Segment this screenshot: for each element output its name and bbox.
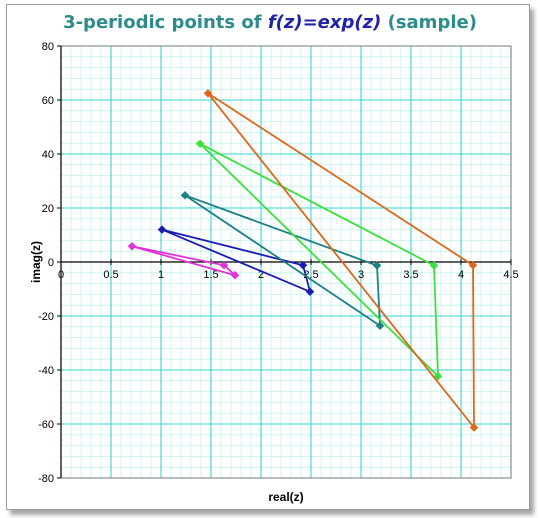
x-tick-label: 3.5 [403,269,418,281]
y-tick-label: -60 [38,419,54,431]
x-tick-label: 2 [258,269,264,281]
y-tick-label: 20 [42,203,54,215]
title-suffix: (sample) [381,12,477,33]
series-5-point [468,260,478,270]
y-tick-label: 0 [48,257,54,269]
x-tick-label: 4.5 [503,269,518,281]
series-1-point [127,241,137,251]
x-tick-label: 0.5 [103,269,118,281]
series-3-point [372,261,382,270]
series-4-point [433,371,443,381]
series-group [127,88,479,432]
series-2-point [298,260,308,270]
series-5-point [203,88,213,98]
series-2-line [161,228,311,293]
y-axis-label: imag(z) [29,241,43,283]
series-4-point [195,139,205,149]
y-tick-labels: 80 60 40 20 0 -20 -40 -60 -80 [38,41,54,485]
x-tick-label: 3 [358,269,364,281]
x-tick-label: 1 [158,269,164,281]
x-axis-label: real(z) [268,490,303,504]
series-5-point [469,423,479,432]
title-function: f(z)=exp(z) [267,12,382,33]
series-1-line [131,245,236,277]
series-4-point [429,261,439,270]
y-tick-label: 80 [42,41,54,53]
series-3-line [184,194,381,327]
y-tick-label: -20 [38,311,54,323]
y-tick-label: -40 [38,365,54,377]
x-tick-label: 0 [58,269,64,281]
x-tick-labels: 0 0.5 1 1.5 2 2.5 3 3.5 4 4.5 [58,269,519,281]
x-tick-label: 4 [458,269,464,281]
y-tick-label: -80 [38,473,54,485]
title-prefix: 3-periodic points of [63,12,268,33]
y-tick-label: 40 [42,149,54,161]
x-tick-label: 1.5 [203,269,218,281]
y-tick-label: 60 [42,95,54,107]
series-3-point [180,190,190,200]
series-1-point [219,260,229,270]
series-2-point [157,225,167,234]
series-3-point [375,321,385,331]
chart-title: 3-periodic points of f(z)=exp(z) (sample… [0,12,540,33]
series-4-line [199,142,439,378]
series-5-line [207,92,475,429]
series-1-point [230,270,240,280]
series-2-point [305,287,315,297]
